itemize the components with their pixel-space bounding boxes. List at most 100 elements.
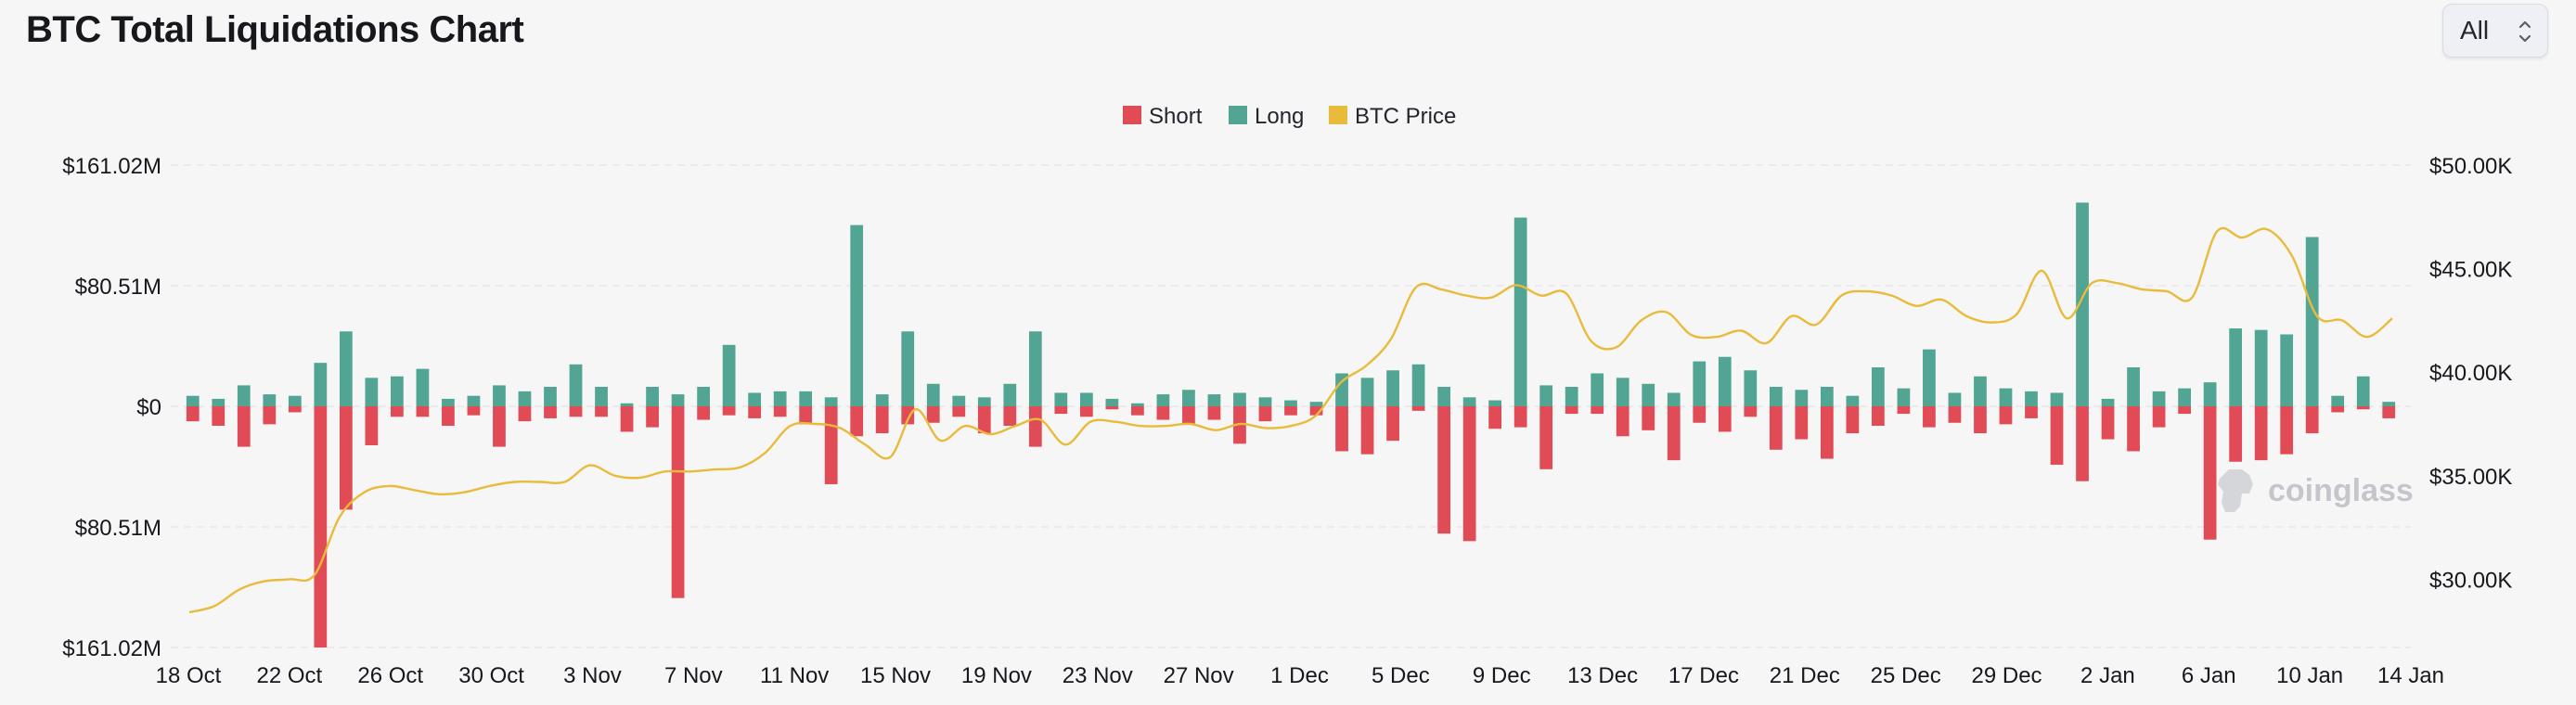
x-tick-label: 23 Nov <box>1063 663 1133 688</box>
long-bar <box>1131 403 1144 406</box>
long-bar <box>2280 334 2294 406</box>
short-bar <box>1335 406 1348 452</box>
long-bar <box>1897 388 1911 406</box>
y-right-tick-label: $50.00K <box>2429 154 2512 179</box>
long-bar <box>722 344 736 406</box>
short-bar <box>442 406 455 426</box>
short-bar <box>1795 406 1809 440</box>
long-bar <box>620 403 634 406</box>
short-bar <box>901 406 915 425</box>
short-bar <box>748 406 762 418</box>
short-bar <box>1923 406 1936 428</box>
short-bar <box>1999 406 2013 425</box>
long-bar <box>2152 391 2166 406</box>
long-bar <box>1488 400 1502 406</box>
short-bar <box>850 406 864 437</box>
short-bar <box>1258 406 1272 422</box>
long-bar <box>339 331 353 406</box>
x-tick-label: 6 Jan <box>2182 663 2236 688</box>
x-tick-label: 19 Nov <box>961 663 1032 688</box>
long-bar <box>1923 349 1936 406</box>
long-bar <box>263 394 277 406</box>
long-bar <box>1437 387 1450 406</box>
short-bar <box>926 406 940 423</box>
long-bar <box>1309 402 1323 406</box>
long-bar <box>1284 400 1297 406</box>
short-bar <box>544 406 557 418</box>
long-bar <box>186 395 200 406</box>
x-tick-label: 29 Dec <box>1972 663 2042 688</box>
legend-label-price: BTC Price <box>1355 104 1456 129</box>
long-bar <box>212 398 225 406</box>
long-bar <box>2050 392 2064 406</box>
x-tick-label: 17 Dec <box>1668 663 1739 688</box>
short-bar <box>2356 406 2370 410</box>
short-bar <box>1872 406 1885 426</box>
short-bar <box>339 406 353 510</box>
long-bar <box>2076 202 2089 406</box>
long-bar <box>1054 392 1068 406</box>
short-bar <box>2076 406 2089 481</box>
x-tick-label: 3 Nov <box>563 663 622 688</box>
long-bar <box>1999 388 2013 406</box>
short-bar <box>875 406 889 434</box>
short-bar <box>2229 406 2243 462</box>
long-bar <box>2356 376 2370 406</box>
chart-legend: Short Long BTC Price <box>1123 104 1456 129</box>
long-bar <box>544 387 557 406</box>
y-right-tick-label: $45.00K <box>2429 258 2512 283</box>
x-tick-label: 13 Dec <box>1567 663 1638 688</box>
x-tick-label: 25 Dec <box>1871 663 1941 688</box>
short-bar <box>1897 406 1911 415</box>
y-left-tick-label: $80.51M <box>75 516 161 541</box>
short-bar <box>1003 406 1017 426</box>
long-bar <box>2101 398 2115 406</box>
long-bar <box>2254 329 2268 406</box>
long-bar <box>697 387 710 406</box>
short-bar <box>2254 406 2268 461</box>
x-tick-label: 22 Oct <box>257 663 323 688</box>
long-bar <box>1156 394 1170 406</box>
long-bar <box>875 394 889 406</box>
short-bar <box>1565 406 1578 415</box>
long-bar <box>2229 328 2243 406</box>
short-bar <box>1616 406 1629 437</box>
long-bar <box>1820 387 1834 406</box>
short-bar <box>1846 406 1860 434</box>
long-bar <box>569 364 583 406</box>
legend-swatch-price <box>1329 106 1347 124</box>
long-bar <box>442 398 455 406</box>
y-left-tick-label: $80.51M <box>75 275 161 300</box>
short-bar <box>212 406 225 426</box>
long-bar <box>314 363 328 406</box>
long-bar <box>595 387 608 406</box>
short-bar <box>1105 406 1119 410</box>
long-bar <box>1948 392 1962 406</box>
short-bar <box>1539 406 1553 469</box>
short-bar <box>1386 406 1399 442</box>
short-bar <box>1284 406 1297 416</box>
short-bar <box>2101 406 2115 440</box>
chart-bars <box>186 202 2396 647</box>
legend-label-short: Short <box>1149 104 1203 129</box>
short-bar <box>569 406 583 417</box>
short-bar <box>1028 406 1042 447</box>
time-range-select[interactable]: All <box>2442 4 2548 58</box>
y-left-tick-label: $0 <box>136 395 161 420</box>
short-bar <box>1974 406 1987 434</box>
x-tick-label: 14 Jan <box>2377 663 2444 688</box>
chart-axes: $161.02M $80.51M $0 $80.51M $161.02M $50.00K $… <box>62 154 2512 688</box>
long-bar <box>416 368 430 406</box>
long-bar <box>391 376 404 406</box>
long-bar <box>773 391 787 406</box>
short-bar <box>493 406 506 447</box>
long-bar <box>1335 373 1348 406</box>
short-bar <box>365 406 379 445</box>
long-bar <box>1769 387 1783 406</box>
long-bar <box>1846 395 1860 406</box>
long-bar <box>1616 378 1629 406</box>
short-bar <box>2382 406 2396 418</box>
short-bar <box>697 406 710 420</box>
long-bar <box>237 385 251 406</box>
